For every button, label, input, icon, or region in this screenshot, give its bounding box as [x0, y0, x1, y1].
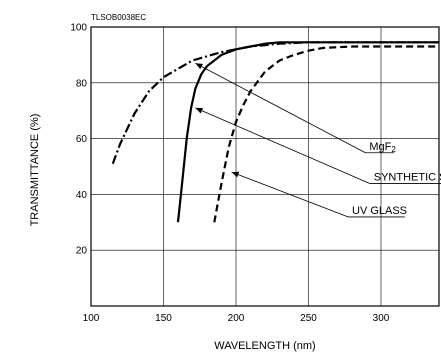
- x-tick-label: 250: [300, 313, 317, 324]
- y-tick-label: 40: [76, 190, 88, 201]
- series-line-uv-glass: [213, 45, 439, 223]
- annotation-label-synthetic-silica: SYNTHETIC SILICA: [374, 171, 441, 183]
- annotation-arrowhead-synthetic-silica: [195, 107, 204, 114]
- chart-code-label: TLSOB0038EC: [91, 13, 146, 22]
- y-tick-label: 20: [76, 246, 88, 257]
- series-lines: [111, 41, 439, 223]
- x-tick-label: 150: [155, 313, 172, 324]
- annotation-arrowhead-mgf2: [195, 63, 203, 70]
- x-tick-label: 300: [373, 313, 390, 324]
- x-axis-label: WAVELENGTH (nm): [214, 340, 315, 352]
- y-tick-label: 80: [76, 78, 88, 89]
- grid: [91, 27, 439, 306]
- plot-frame: [90, 26, 440, 307]
- x-tick-label: 100: [83, 313, 100, 324]
- y-axis-label: TRANSMITTANCE (%): [29, 114, 41, 227]
- annotation-leader-synthetic-silica: [195, 107, 370, 184]
- annotation-leader-uv-glass: [231, 171, 349, 218]
- tick-labels: 100 150 200 250 300 20 40 60 80 100: [70, 23, 389, 325]
- annotation-arrowhead-uv-glass: [231, 171, 240, 178]
- y-tick-label: 100: [70, 23, 87, 34]
- annotations: MgF2 SYNTHETIC SILICA UV GLASS: [195, 62, 441, 218]
- series-line-synthetic-silica: [176, 41, 439, 223]
- annotation-label-mgf2: MgF2: [369, 141, 396, 154]
- y-tick-label: 60: [76, 134, 88, 145]
- x-tick-label: 200: [228, 313, 245, 324]
- annotation-label-uv-glass: UV GLASS: [352, 205, 407, 217]
- annotation-leader-mgf2: [195, 62, 366, 154]
